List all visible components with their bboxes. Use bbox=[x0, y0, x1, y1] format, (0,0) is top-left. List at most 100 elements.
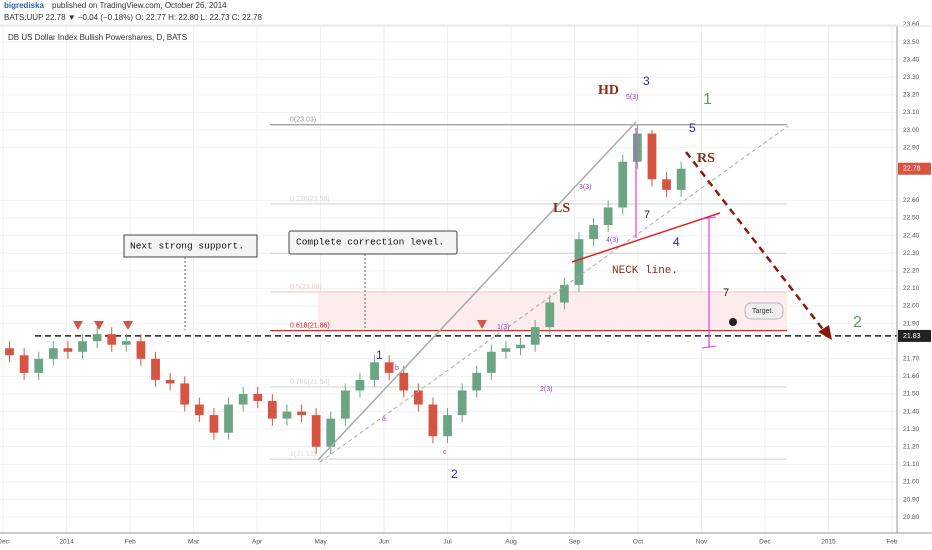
callout-text: Next strong support. bbox=[130, 241, 244, 252]
x-tick-label: Feb bbox=[886, 539, 898, 546]
y-tick-label: 23.40 bbox=[903, 56, 920, 63]
wave-label: b bbox=[395, 365, 399, 372]
x-tick-label: Oct bbox=[633, 539, 643, 546]
x-tick-label: Dec bbox=[0, 539, 10, 546]
y-tick-label: 23.60 bbox=[903, 21, 920, 28]
y-tick-label: 21.50 bbox=[903, 391, 920, 398]
candle-body bbox=[530, 327, 540, 345]
candle-body bbox=[501, 348, 511, 352]
x-tick-label: Feb bbox=[125, 539, 137, 546]
wave-label: 2(3) bbox=[540, 386, 552, 393]
candle-body bbox=[194, 404, 204, 416]
candle-body bbox=[399, 372, 409, 391]
x-tick-label: Sep bbox=[569, 539, 581, 546]
fib-label: 0.236(22.58) bbox=[290, 196, 330, 203]
candle-body bbox=[5, 348, 14, 356]
y-tick-label: 21.70 bbox=[903, 356, 920, 363]
candle-body bbox=[443, 415, 452, 437]
wave-label: 7 bbox=[723, 287, 729, 299]
annotations: Next strong support. Complete correction… bbox=[130, 74, 862, 481]
price-tag-label: 22.78 bbox=[903, 166, 921, 173]
candle-body bbox=[151, 358, 160, 380]
published: published on TradingView.com, October 26… bbox=[52, 1, 227, 10]
x-tick-label: Jul bbox=[443, 539, 452, 546]
candle-body bbox=[92, 334, 102, 342]
y-tick-label: 21.90 bbox=[903, 320, 920, 327]
drawings bbox=[73, 121, 832, 463]
y-tick-label: 23.10 bbox=[903, 109, 920, 116]
candle-body bbox=[136, 341, 146, 359]
candle-body bbox=[457, 390, 467, 416]
candle-body bbox=[267, 401, 277, 419]
arrow-head bbox=[818, 325, 832, 340]
candle-body bbox=[180, 383, 190, 405]
y-tick-label: 21.10 bbox=[903, 461, 920, 468]
trend-line bbox=[319, 125, 789, 463]
measure-cap bbox=[701, 345, 717, 349]
y-tick-label: 21.40 bbox=[903, 408, 920, 415]
candle-body bbox=[282, 411, 292, 419]
y-tick-label: 21.60 bbox=[903, 373, 920, 380]
candle-body bbox=[326, 418, 336, 447]
candle-body bbox=[589, 225, 598, 240]
price-tags: 22.78 21.83 bbox=[898, 162, 931, 342]
wave-label: 4 bbox=[673, 235, 680, 249]
wave-label: a bbox=[382, 416, 386, 423]
candle-body bbox=[78, 341, 87, 352]
icon bbox=[729, 318, 737, 326]
candle-body bbox=[19, 355, 29, 373]
candle-body bbox=[355, 379, 365, 391]
y-tick-label: 21.30 bbox=[903, 426, 920, 433]
callout-text: Complete correction level. bbox=[296, 237, 444, 248]
x-tick-label: Jun bbox=[379, 539, 390, 546]
target-arrow bbox=[685, 151, 829, 337]
fib-label: 1(21.13) bbox=[290, 451, 316, 458]
fib-label: 0.786(21.54) bbox=[290, 379, 330, 386]
candle-body bbox=[632, 133, 642, 162]
x-tick-label: Apr bbox=[252, 539, 263, 546]
wave-label: 5(3) bbox=[626, 94, 638, 101]
candle-body bbox=[574, 239, 584, 285]
candle-body bbox=[676, 168, 686, 190]
candle-body bbox=[545, 302, 555, 328]
author[interactable]: bigrediska bbox=[4, 1, 45, 10]
candle-body bbox=[370, 362, 379, 380]
fib-label: 0.5(22.08) bbox=[290, 284, 322, 291]
price-tag bbox=[898, 329, 931, 342]
y-tick-label: 23.30 bbox=[903, 74, 920, 81]
candle-body bbox=[486, 351, 496, 373]
wave-label: c bbox=[443, 449, 447, 456]
candle-body bbox=[121, 341, 131, 345]
y-tick-label: 20.90 bbox=[903, 496, 920, 503]
wave-label: 2 bbox=[451, 467, 458, 481]
candle-body bbox=[662, 179, 671, 190]
y-tick-label: 21.20 bbox=[903, 443, 920, 450]
x-tick-label: May bbox=[314, 539, 327, 546]
x-tick-label: 2015 bbox=[821, 539, 836, 546]
candle-body bbox=[107, 334, 117, 345]
y-tick-label: 23.20 bbox=[903, 92, 920, 99]
x-tick-label: Aug bbox=[505, 539, 517, 546]
chart-title: DB US Dollar Index Bullish Powershares, … bbox=[8, 33, 187, 42]
candle-body bbox=[618, 161, 628, 208]
wave-label: 1 bbox=[376, 348, 383, 362]
y-tick-label: 22.10 bbox=[903, 285, 920, 292]
price-tag-label: 21.83 bbox=[903, 333, 921, 340]
candles bbox=[5, 124, 686, 454]
candle-body bbox=[165, 379, 175, 384]
target-bubble bbox=[744, 302, 784, 320]
candle-body bbox=[209, 415, 219, 433]
price-tag bbox=[898, 162, 931, 175]
quote: BATS:UUP 22.78 ▼ −0.04 (−0.18%) O: 22.77… bbox=[4, 13, 263, 22]
candle-body bbox=[603, 207, 613, 226]
candle-body bbox=[413, 390, 423, 405]
target-label: Target. bbox=[752, 308, 773, 315]
wave-label: 3 bbox=[643, 74, 650, 88]
y-tick-label: 22.60 bbox=[903, 197, 920, 204]
callout-box bbox=[123, 234, 258, 258]
x-tick-label: Mar bbox=[188, 539, 200, 546]
y-tick-label: 22.50 bbox=[903, 215, 920, 222]
candle-body bbox=[472, 372, 482, 391]
y-tick-label: 22.00 bbox=[903, 303, 920, 310]
y-tick-label: 22.30 bbox=[903, 250, 920, 257]
